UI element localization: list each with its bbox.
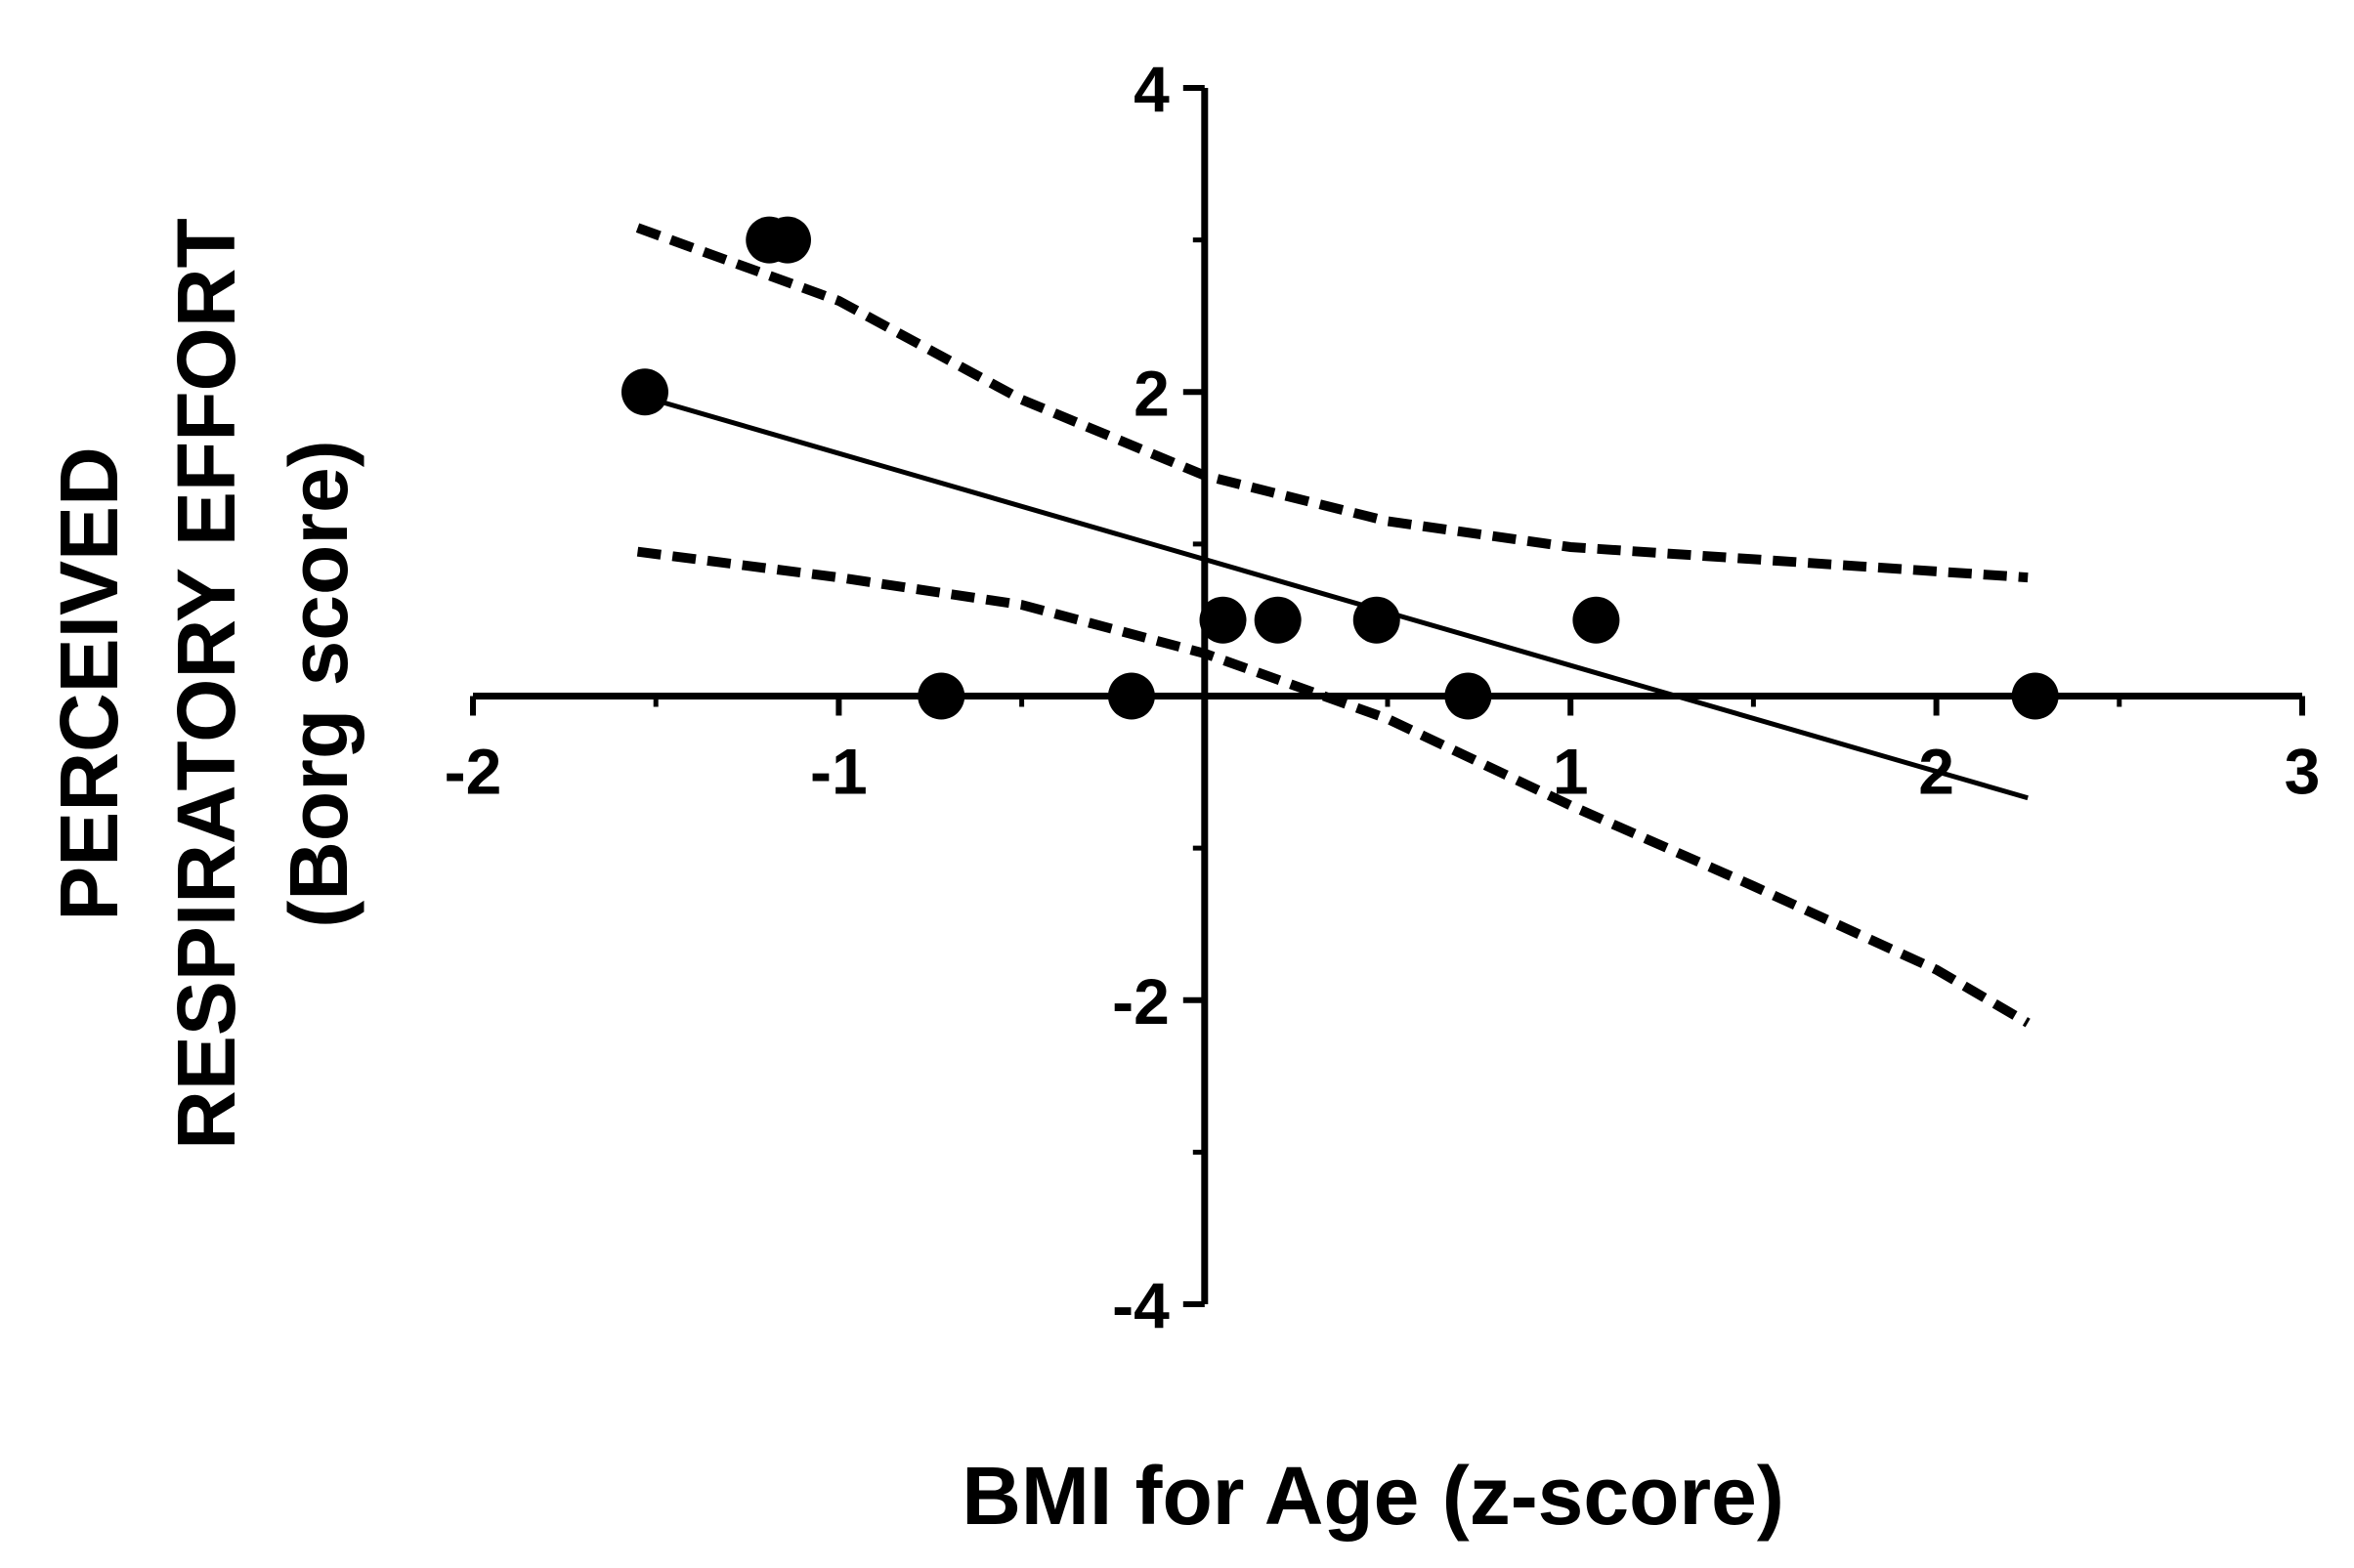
confidence-band-layer bbox=[635, 223, 2031, 1028]
data-point bbox=[1254, 596, 1302, 644]
regression-line-layer bbox=[636, 392, 2029, 801]
ci-lower-curve bbox=[636, 546, 2031, 1028]
y-axis-title-line: (Borg score) bbox=[273, 440, 364, 927]
y-tick-label: 2 bbox=[1134, 357, 1170, 429]
data-point bbox=[1444, 672, 1492, 720]
y-axis-title-line: PERCEIVED bbox=[43, 446, 135, 920]
data-point bbox=[1572, 596, 1620, 644]
x-tick-label: -1 bbox=[810, 736, 868, 808]
y-tick-label: -4 bbox=[1112, 1269, 1170, 1341]
x-tick-label: 3 bbox=[2285, 736, 2321, 808]
x-tick-label: -2 bbox=[445, 736, 502, 808]
data-point bbox=[2011, 672, 2059, 720]
y-tick-label: -2 bbox=[1112, 965, 1170, 1038]
axis-labels: -2 -1 1 2 3 4 2 -2 -4 BMI for Age (z-score) PERCEI… bbox=[43, 53, 2320, 1542]
axes bbox=[470, 85, 2305, 1307]
regression-line bbox=[636, 392, 2029, 801]
y-axis-title-line: RESPIRATORY EFFORT bbox=[160, 218, 252, 1150]
data-point bbox=[918, 672, 965, 720]
x-tick-label: 1 bbox=[1553, 736, 1589, 808]
data-point bbox=[1107, 672, 1155, 720]
data-points bbox=[621, 216, 2059, 720]
ci-upper-curve bbox=[635, 223, 2029, 583]
x-axis-title: BMI for Age (z-score) bbox=[962, 1450, 1784, 1542]
y-axis-title: PERCEIVED RESPIRATORY EFFORT (Borg score) bbox=[43, 218, 364, 1150]
y-tick-label: 4 bbox=[1134, 53, 1170, 125]
data-point bbox=[1352, 596, 1400, 644]
data-point bbox=[621, 368, 668, 416]
data-point bbox=[1199, 596, 1247, 644]
x-tick-label: 2 bbox=[1918, 736, 1954, 808]
data-point bbox=[763, 216, 811, 264]
